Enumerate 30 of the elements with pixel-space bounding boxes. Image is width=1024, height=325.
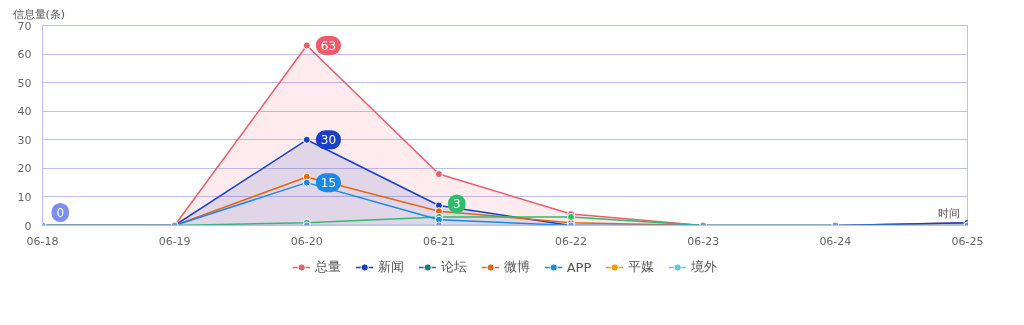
x-tick-label: 06-25 xyxy=(951,234,984,248)
y-tick-label: 20 xyxy=(17,162,32,176)
x-tick-label: 06-20 xyxy=(290,234,323,248)
x-tick-label: 06-21 xyxy=(422,234,455,248)
annotation: 30 xyxy=(320,133,337,148)
legend-label: 新闻 xyxy=(377,258,404,276)
y-tick-label: 30 xyxy=(17,133,32,147)
annotation: 3 xyxy=(452,197,461,212)
y-axis-title: 信息量(条) xyxy=(12,7,66,21)
x-tick-label: 06-18 xyxy=(26,234,59,248)
legend-label: 总量 xyxy=(314,258,341,276)
legend-label: 论坛 xyxy=(440,258,467,276)
x-axis-title: 时间 xyxy=(937,206,960,220)
x-tick-label: 06-23 xyxy=(687,234,720,248)
y-tick-label: 70 xyxy=(17,19,32,33)
y-tick-label: 0 xyxy=(24,219,32,233)
legend-label: 平媒 xyxy=(628,258,655,276)
y-tick-label: 40 xyxy=(17,105,32,119)
x-tick-label: 06-22 xyxy=(555,234,588,248)
y-tick-label: 50 xyxy=(17,76,32,90)
annotation: 0 xyxy=(56,206,65,220)
x-tick-label: 06-19 xyxy=(158,234,191,248)
x-tick-label: 06-24 xyxy=(819,234,852,248)
legend-label: 境外 xyxy=(691,258,718,276)
legend-label: APP xyxy=(566,259,592,275)
annotation: 15 xyxy=(320,176,337,191)
legend-label: 微博 xyxy=(503,258,530,276)
y-tick-label: 10 xyxy=(17,190,32,204)
annotation: 63 xyxy=(320,39,337,53)
y-tick-label: 60 xyxy=(17,48,32,62)
